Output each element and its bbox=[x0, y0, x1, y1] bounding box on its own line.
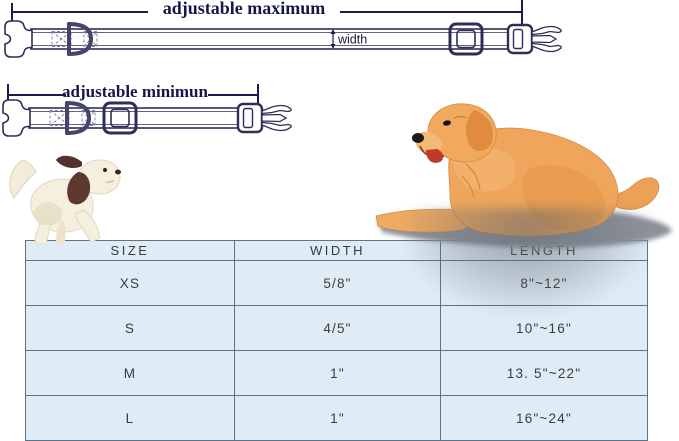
dog-front-leg bbox=[74, 209, 101, 243]
dimension-line-left-max bbox=[12, 11, 148, 13]
dog-tail bbox=[9, 160, 37, 199]
width-arrowhead-down bbox=[330, 44, 336, 49]
collar-diagram-minimum bbox=[2, 99, 292, 137]
d-ring-icon bbox=[65, 101, 92, 135]
stitch-x bbox=[81, 110, 96, 126]
d-ring-icon bbox=[67, 22, 94, 56]
dog-ear-up bbox=[56, 155, 82, 168]
cell-size: L bbox=[25, 395, 235, 441]
dog-muzzle bbox=[415, 131, 443, 155]
golden-retriever-illustration bbox=[375, 103, 672, 248]
stitch-x bbox=[81, 110, 96, 126]
female-buckle-icon bbox=[2, 99, 31, 137]
female-buckle-icon bbox=[4, 20, 33, 58]
header-length: LENGTH bbox=[440, 240, 648, 261]
adjustable-maximum-label: adjustable maximum bbox=[162, 0, 326, 18]
slider-icon bbox=[448, 22, 484, 56]
table-row: L 1" 16"~24" bbox=[25, 395, 648, 441]
cell-length: 16"~24" bbox=[440, 395, 648, 441]
cell-width: 1" bbox=[234, 350, 441, 396]
dimension-tick-right-max bbox=[521, 0, 523, 28]
dog-nose bbox=[412, 133, 424, 143]
dog-eye bbox=[443, 120, 451, 126]
adjustable-minimum-label: adjustable minimun bbox=[62, 82, 208, 101]
dog-ear-floppy bbox=[67, 172, 91, 205]
cell-width: 5/8" bbox=[234, 260, 441, 306]
stitch-x bbox=[83, 31, 98, 47]
dog-tongue bbox=[426, 149, 444, 163]
male-buckle-inner bbox=[242, 107, 254, 129]
table-row: M 1" 13. 5"~22" bbox=[25, 350, 648, 396]
width-label: width bbox=[337, 33, 367, 47]
dimension-line-left-min bbox=[8, 94, 66, 96]
cell-width: 4/5" bbox=[234, 305, 441, 351]
buckle-prong-top bbox=[531, 25, 562, 36]
stitch-x bbox=[83, 31, 98, 47]
small-dog-illustration bbox=[9, 155, 121, 245]
dog-brow bbox=[453, 115, 467, 119]
dog-hind-thigh bbox=[522, 165, 605, 232]
cell-size: S bbox=[25, 305, 235, 351]
dog-nose bbox=[115, 169, 121, 175]
buckle-prong-middle bbox=[261, 113, 288, 123]
dog-head bbox=[427, 103, 497, 163]
table-row: S 4/5" 10"~16" bbox=[25, 305, 648, 351]
slider-icon bbox=[102, 101, 138, 135]
size-chart-table: SIZE WIDTH LENGTH XS 5/8" 8"~12" S 4/5" … bbox=[25, 240, 648, 441]
dog-body bbox=[30, 178, 94, 233]
cell-length: 10"~16" bbox=[440, 305, 648, 351]
dimension-tick-right-min bbox=[257, 84, 259, 106]
dog-ear bbox=[465, 110, 494, 151]
collar-strap bbox=[30, 28, 516, 50]
dog-front-legs bbox=[375, 208, 469, 233]
cell-width: 1" bbox=[234, 395, 441, 441]
width-arrowhead-up bbox=[330, 29, 336, 34]
dog-eye bbox=[103, 168, 107, 172]
buckle-prong-bottom bbox=[261, 121, 292, 132]
collar-diagram-maximum: width bbox=[4, 20, 562, 58]
cell-size: M bbox=[25, 350, 235, 396]
dog-body bbox=[448, 127, 619, 237]
dog-tail bbox=[595, 177, 660, 210]
dog-mouth bbox=[105, 179, 115, 183]
dog-mouth bbox=[419, 145, 445, 159]
dimension-tick-left-max bbox=[11, 3, 13, 26]
cell-size: XS bbox=[25, 260, 235, 306]
slider-inner bbox=[456, 29, 476, 49]
table-header-row: SIZE WIDTH LENGTH bbox=[25, 240, 648, 261]
cell-length: 13. 5"~22" bbox=[440, 350, 648, 396]
dog-head bbox=[77, 159, 121, 195]
slider-inner bbox=[110, 108, 130, 128]
dog-haunch bbox=[34, 202, 62, 226]
dimension-tick-left-min bbox=[7, 84, 9, 106]
male-buckle-inner bbox=[512, 28, 524, 50]
table-row: XS 5/8" 8"~12" bbox=[25, 260, 648, 306]
header-size: SIZE bbox=[25, 240, 235, 261]
header-width: WIDTH bbox=[234, 240, 441, 261]
dog-fur-folds bbox=[461, 163, 481, 199]
buckle-prong-top bbox=[261, 104, 292, 115]
buckle-prong-bottom bbox=[531, 42, 562, 53]
dog-chest bbox=[453, 148, 516, 192]
dimension-line-right-max bbox=[340, 11, 521, 13]
dimension-line-right-min bbox=[208, 94, 257, 96]
cell-length: 8"~12" bbox=[440, 260, 648, 306]
buckle-prong-middle bbox=[531, 34, 558, 44]
